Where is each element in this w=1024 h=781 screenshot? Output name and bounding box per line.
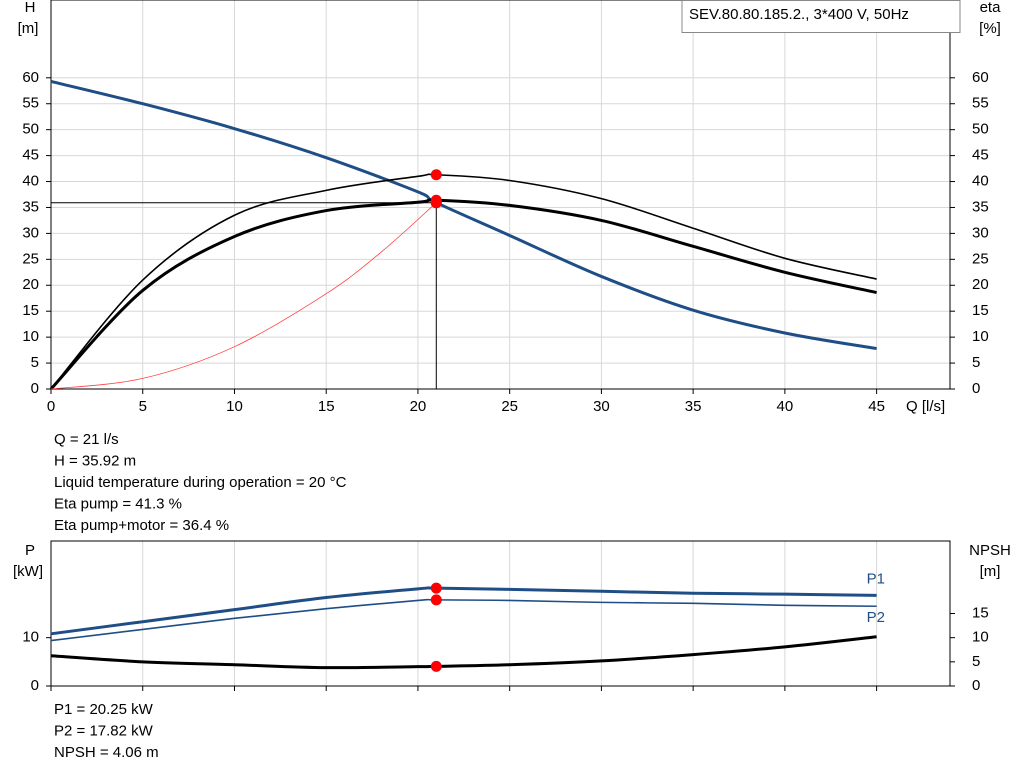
x-axis-label: Q [l/s] [906, 398, 945, 415]
info-line: Eta pump+motor = 36.4 % [54, 517, 229, 534]
curve [50, 79, 877, 351]
duty-point [430, 594, 442, 606]
y2-tick-label: 40 [972, 173, 989, 190]
legend-box [681, 0, 961, 33]
y2-axis-unit: [%] [979, 20, 1001, 37]
x-tick-label: 10 [226, 398, 243, 415]
y-tick-label: 0 [31, 677, 39, 694]
info-line: P2 = 17.82 kW [54, 722, 154, 739]
y-tick-label: 60 [22, 69, 39, 86]
x-tick-label: 40 [777, 398, 794, 415]
y2-tick-label: 10 [972, 629, 989, 646]
y2-tick-label: 45 [972, 147, 989, 164]
plot-frame [50, 540, 951, 687]
info-line: P1 = 20.25 kW [54, 701, 154, 718]
plot-frame [50, 0, 951, 390]
legend-text: SEV.80.80.185.2., 3*400 V, 50Hz [689, 6, 909, 23]
y2-tick-label: 0 [972, 677, 980, 694]
duty-point [430, 582, 442, 594]
y-tick-label: 15 [22, 302, 39, 319]
y2-tick-label: 30 [972, 224, 989, 241]
info-line: Q = 21 l/s [54, 431, 119, 448]
y2-axis-label: NPSH [969, 542, 1011, 559]
duty-point [430, 197, 442, 209]
y2-tick-label: 15 [972, 604, 989, 621]
y-tick-label: 20 [22, 276, 39, 293]
y2-tick-label: 20 [972, 276, 989, 293]
y2-tick-label: 10 [972, 328, 989, 345]
y-tick-label: 25 [22, 250, 39, 267]
y2-tick-label: 5 [972, 653, 980, 670]
curve [50, 173, 877, 390]
x-tick-label: 35 [685, 398, 702, 415]
x-tick-label: 0 [47, 398, 55, 415]
y-tick-label: 35 [22, 198, 39, 215]
y2-tick-label: 5 [972, 354, 980, 371]
y-tick-label: 45 [22, 147, 39, 164]
duty-point [430, 169, 442, 181]
series-label: P1 [867, 570, 885, 587]
y-tick-label: 10 [22, 328, 39, 345]
x-tick-label: 15 [318, 398, 335, 415]
curve [49, 198, 877, 391]
y2-axis-unit: [m] [980, 563, 1001, 580]
x-tick-label: 20 [410, 398, 427, 415]
y-tick-label: 50 [22, 121, 39, 138]
y2-tick-label: 15 [972, 302, 989, 319]
x-tick-label: 45 [868, 398, 885, 415]
y-tick-label: 10 [22, 629, 39, 646]
curve [50, 202, 437, 390]
y2-tick-label: 55 [972, 95, 989, 112]
x-tick-label: 25 [501, 398, 518, 415]
y-tick-label: 40 [22, 173, 39, 190]
y2-tick-label: 25 [972, 250, 989, 267]
series-label: P2 [867, 609, 885, 626]
info-line: H = 35.92 m [54, 452, 136, 469]
info-line: NPSH = 4.06 m [54, 744, 159, 761]
y-tick-label: 5 [31, 354, 39, 371]
y-tick-label: 0 [31, 380, 39, 397]
y2-tick-label: 50 [972, 121, 989, 138]
curve [50, 598, 877, 642]
curve [50, 635, 877, 670]
y2-tick-label: 35 [972, 198, 989, 215]
y2-tick-label: 60 [972, 69, 989, 86]
y2-tick-label: 0 [972, 380, 980, 397]
x-tick-label: 5 [139, 398, 147, 415]
y-tick-label: 55 [22, 95, 39, 112]
y2-axis-label: eta [980, 0, 1002, 16]
y-axis-label: P [25, 542, 35, 559]
info-line: Liquid temperature during operation = 20… [54, 474, 347, 491]
y-tick-label: 30 [22, 224, 39, 241]
y-axis-unit: [m] [18, 20, 39, 37]
y-axis-label: H [25, 0, 36, 16]
duty-point [430, 660, 442, 672]
x-tick-label: 30 [593, 398, 610, 415]
curve [50, 586, 877, 636]
info-line: Eta pump = 41.3 % [54, 495, 182, 512]
y-axis-unit: [kW] [13, 563, 43, 580]
